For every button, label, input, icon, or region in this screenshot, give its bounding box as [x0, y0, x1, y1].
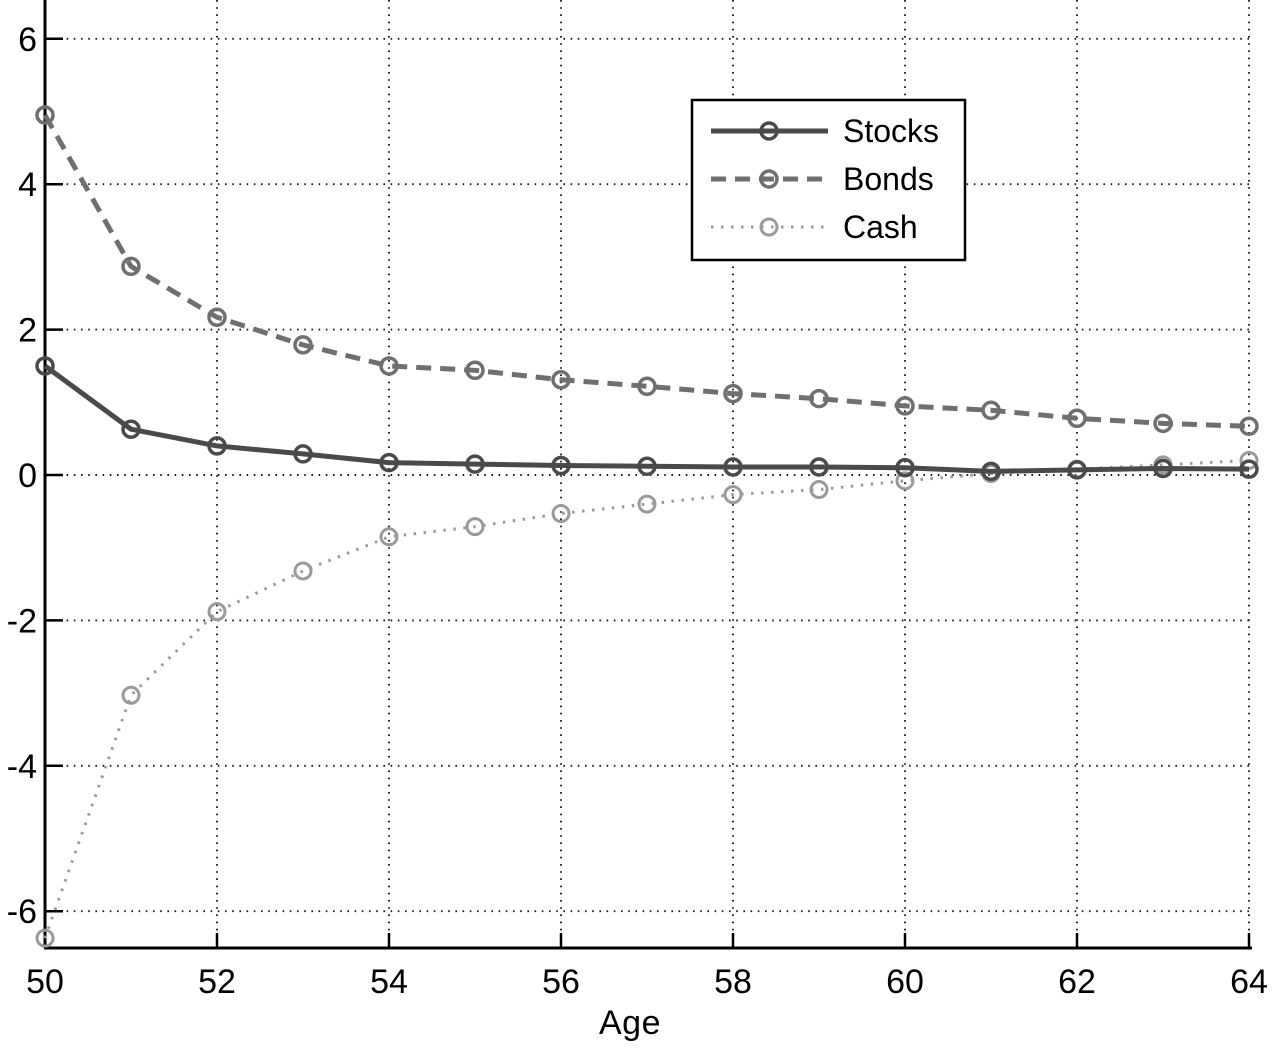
- series-marker-bonds: [121, 256, 141, 277]
- legend-marker-cash: [759, 217, 779, 237]
- x-tick-label: 62: [1058, 963, 1096, 1001]
- legend-label-stocks: Stocks: [843, 113, 939, 149]
- legend-marker-bonds: [759, 169, 779, 189]
- series-marker-stocks: [1239, 459, 1259, 479]
- series-marker-cash: [551, 504, 571, 524]
- series-marker-cash: [207, 602, 227, 622]
- series-marker-stocks: [1067, 460, 1087, 480]
- x-tick-label: 52: [198, 963, 236, 1001]
- series-marker-bonds: [895, 396, 915, 416]
- series-marker-bonds: [293, 335, 313, 355]
- series-marker-stocks: [35, 356, 55, 376]
- series-marker-stocks: [981, 461, 1001, 482]
- series-marker-bonds: [35, 105, 55, 125]
- legend-marker-stocks: [759, 121, 779, 141]
- series-marker-bonds: [981, 400, 1001, 421]
- series-line-cash: [43, 458, 1250, 939]
- x-tick-label: 60: [886, 963, 924, 1001]
- series-marker-cash: [895, 471, 915, 491]
- series-marker-stocks: [809, 457, 829, 477]
- series-marker-stocks: [207, 436, 227, 456]
- series-marker-cash: [809, 480, 829, 500]
- x-tick-label: 56: [542, 963, 580, 1001]
- series-marker-bonds: [379, 356, 399, 376]
- y-tick-label: -6: [7, 893, 37, 931]
- legend-label-bonds: Bonds: [843, 161, 934, 197]
- series-marker-bonds: [723, 383, 743, 404]
- series-marker-bonds: [637, 376, 657, 397]
- y-tick-label: -2: [7, 602, 37, 640]
- series-marker-stocks: [723, 457, 743, 477]
- y-tick-label: 6: [18, 21, 37, 59]
- x-tick-label: 58: [714, 963, 752, 1001]
- x-tick-label: 64: [1230, 963, 1268, 1001]
- series-line-stocks: [43, 363, 1250, 474]
- series-line-bonds: [42, 113, 1250, 429]
- series-marker-stocks: [121, 419, 141, 439]
- series-marker-bonds: [809, 388, 829, 409]
- series-marker-stocks: [379, 452, 399, 473]
- series-marker-cash: [121, 685, 141, 705]
- series-marker-bonds: [1153, 413, 1173, 434]
- legend-label-cash: Cash: [843, 209, 918, 245]
- series-marker-cash: [465, 517, 485, 537]
- x-axis-label: Age: [599, 1004, 661, 1042]
- series-marker-cash: [293, 561, 313, 581]
- series-marker-bonds: [207, 307, 227, 327]
- series-marker-bonds: [1067, 408, 1087, 429]
- y-tick-label: 0: [18, 457, 37, 495]
- y-tick-label: 4: [18, 166, 37, 204]
- series-marker-stocks: [551, 455, 571, 476]
- series-marker-bonds: [551, 370, 571, 390]
- y-tick-label: -4: [7, 748, 37, 786]
- series-marker-cash: [35, 928, 55, 948]
- series-marker-stocks: [637, 456, 657, 477]
- x-tick-label: 50: [26, 963, 64, 1001]
- series-marker-cash: [379, 527, 399, 547]
- x-tick-label: 54: [370, 963, 408, 1001]
- y-tick-label: 2: [18, 312, 37, 350]
- series-marker-cash: [637, 494, 657, 514]
- series-marker-cash: [723, 485, 743, 505]
- series-marker-bonds: [465, 360, 485, 381]
- series-marker-stocks: [895, 457, 915, 478]
- series-marker-stocks: [293, 444, 313, 464]
- series-marker-stocks: [465, 454, 485, 474]
- series-marker-stocks: [1153, 458, 1173, 479]
- series-marker-bonds: [1239, 416, 1259, 437]
